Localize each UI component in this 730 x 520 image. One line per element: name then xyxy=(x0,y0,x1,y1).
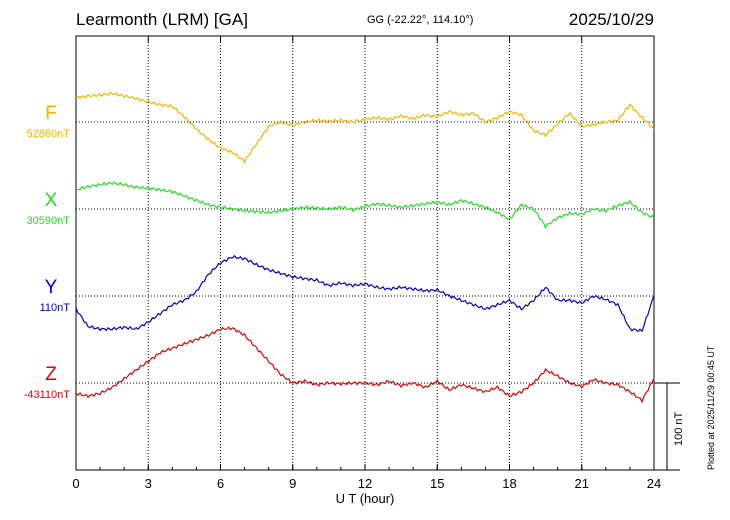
x-tick-label: 15 xyxy=(430,476,445,491)
scale-bar xyxy=(654,382,680,471)
series-line-f xyxy=(75,91,655,164)
x-tick-label: 9 xyxy=(289,476,297,491)
series-line-y xyxy=(75,254,655,333)
scale-bar-label: 100 nT xyxy=(673,411,685,446)
x-tick-label: 6 xyxy=(216,476,225,491)
date-label: 2025/10/29 xyxy=(568,10,654,29)
plotted-timestamp: Plotted at 2025/11/29 00:45 UT xyxy=(706,345,716,470)
component-label-f: F xyxy=(45,103,57,124)
baseline-label-x: 30590nT xyxy=(26,215,70,227)
series-line-x xyxy=(75,181,655,230)
x-tick-label: 0 xyxy=(72,476,80,491)
component-label-y: Y xyxy=(44,277,58,298)
baseline-label-f: 52860nT xyxy=(26,128,70,140)
station-title: Learmonth (LRM) [GA] xyxy=(76,10,248,29)
baselines xyxy=(76,121,654,384)
x-tick-label: 24 xyxy=(646,476,662,491)
component-label-z: Z xyxy=(45,364,57,385)
coordinates-label: GG (-22.22°, 114.10°) xyxy=(367,14,474,26)
x-tick-label: 12 xyxy=(357,476,373,491)
component-label-x: X xyxy=(44,190,58,211)
grid-lines xyxy=(147,36,583,470)
baseline-label-z: -43110nT xyxy=(23,389,70,401)
x-tick-label: 3 xyxy=(144,476,152,491)
baseline-label-y: 110nT xyxy=(39,302,70,314)
axis-ticks xyxy=(75,36,655,470)
x-tick-label: 21 xyxy=(574,476,589,491)
series-lines xyxy=(75,91,655,404)
series-line-z xyxy=(75,326,655,404)
x-axis-label: U T (hour) xyxy=(335,491,395,506)
x-tick-label: 18 xyxy=(502,476,517,491)
